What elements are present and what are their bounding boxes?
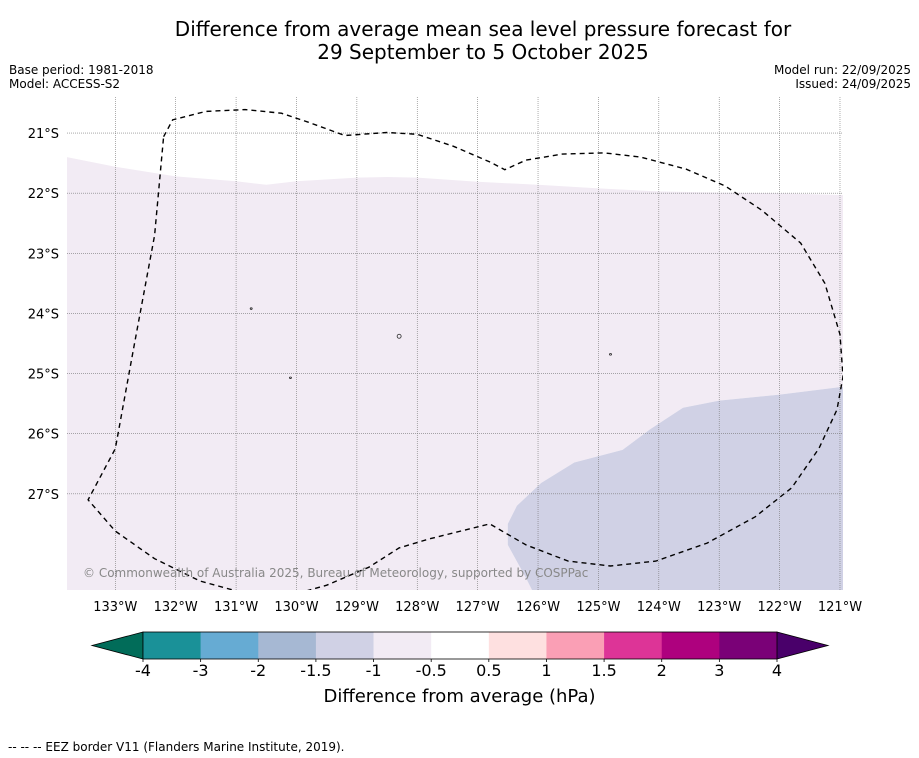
colorbar-segment-7: [546, 632, 605, 659]
colorbar-segment-9: [661, 632, 720, 659]
lon-label-1: 132°W: [154, 600, 198, 615]
model-info: Base period: 1981-2018 Model: ACCESS-S2: [9, 63, 154, 91]
lat-label-5: 26°S: [28, 428, 59, 443]
lon-label-10: 123°W: [697, 600, 741, 615]
colorbar-segment-8: [604, 632, 663, 659]
eez-footnote: -- -- -- EEZ border V11 (Flanders Marine…: [8, 740, 345, 754]
map-plot-area: [67, 97, 843, 590]
pressure-anomaly-map: © Commonwealth of Australia 2025, Bureau…: [28, 97, 862, 680]
lon-label-12: 121°W: [818, 600, 862, 615]
colorbar-tick-label-9: 2: [657, 661, 667, 680]
issued-text: Issued: 24/09/2025: [795, 77, 911, 91]
chart-title: Difference from average mean sea level p…: [0, 18, 919, 64]
lat-label-6: 27°S: [28, 488, 59, 503]
model-run-text: Model run: 22/09/2025: [773, 63, 911, 77]
lat-label-4: 25°S: [28, 368, 59, 383]
lat-label-2: 23°S: [28, 247, 59, 262]
lon-label-2: 131°W: [214, 600, 258, 615]
colorbar-tick-label-1: -3: [193, 661, 209, 680]
colorbar-tick-label-5: -0.5: [416, 661, 447, 680]
lon-label-11: 122°W: [758, 600, 802, 615]
colorbar-segment-0: [143, 632, 201, 659]
colorbar-tick-label-11: 4: [772, 661, 782, 680]
island-2: [289, 376, 292, 379]
colorbar-segment-5: [431, 632, 490, 659]
lat-label-3: 24°S: [28, 307, 59, 322]
colorbar-over-arrow: [776, 631, 830, 660]
copyright-text: © Commonwealth of Australia 2025, Bureau…: [83, 566, 588, 580]
colorbar-segment-2: [258, 632, 317, 659]
island-3: [609, 353, 612, 356]
lat-label-0: 21°S: [28, 127, 59, 142]
lon-label-7: 126°W: [516, 600, 560, 615]
island-0: [249, 307, 253, 310]
colorbar-tick-label-2: -2: [250, 661, 266, 680]
lon-label-3: 130°W: [274, 600, 318, 615]
island-1: [396, 333, 402, 339]
colorbar-segment-6: [488, 632, 547, 659]
colorbar-segment-10: [719, 632, 778, 659]
colorbar-tick-label-8: 1.5: [591, 661, 616, 680]
run-info: Model run: 22/09/2025 Issued: 24/09/2025: [774, 63, 911, 91]
lat-label-1: 22°S: [28, 187, 59, 202]
title-line-1: Difference from average mean sea level p…: [174, 17, 792, 41]
lon-label-0: 133°W: [93, 600, 137, 615]
colorbar-frame: [142, 631, 778, 660]
colorbar-tick-label-3: -1.5: [300, 661, 331, 680]
colorbar-label: Difference from average (hPa): [323, 686, 596, 707]
colorbar-segment-1: [200, 632, 259, 659]
colorbar-tick-label-0: -4: [135, 661, 151, 680]
lon-label-9: 124°W: [637, 600, 681, 615]
colorbar-tick-label-7: 1: [541, 661, 551, 680]
title-line-2: 29 September to 5 October 2025: [317, 40, 649, 64]
colorbar-tick-label-4: -1: [366, 661, 382, 680]
colorbar-tick-label-10: 3: [714, 661, 724, 680]
base-period-text: Base period: 1981-2018: [9, 63, 154, 77]
lon-label-5: 128°W: [395, 600, 439, 615]
lon-label-8: 125°W: [576, 600, 620, 615]
lon-label-4: 129°W: [335, 600, 379, 615]
colorbar-under-arrow: [90, 631, 144, 660]
colorbar-tick-label-6: 0.5: [476, 661, 501, 680]
colorbar-segment-4: [373, 632, 432, 659]
model-text: Model: ACCESS-S2: [9, 77, 121, 91]
colorbar-segment-3: [315, 632, 374, 659]
lon-label-6: 127°W: [456, 600, 500, 615]
anomaly-region-1: [507, 386, 843, 590]
